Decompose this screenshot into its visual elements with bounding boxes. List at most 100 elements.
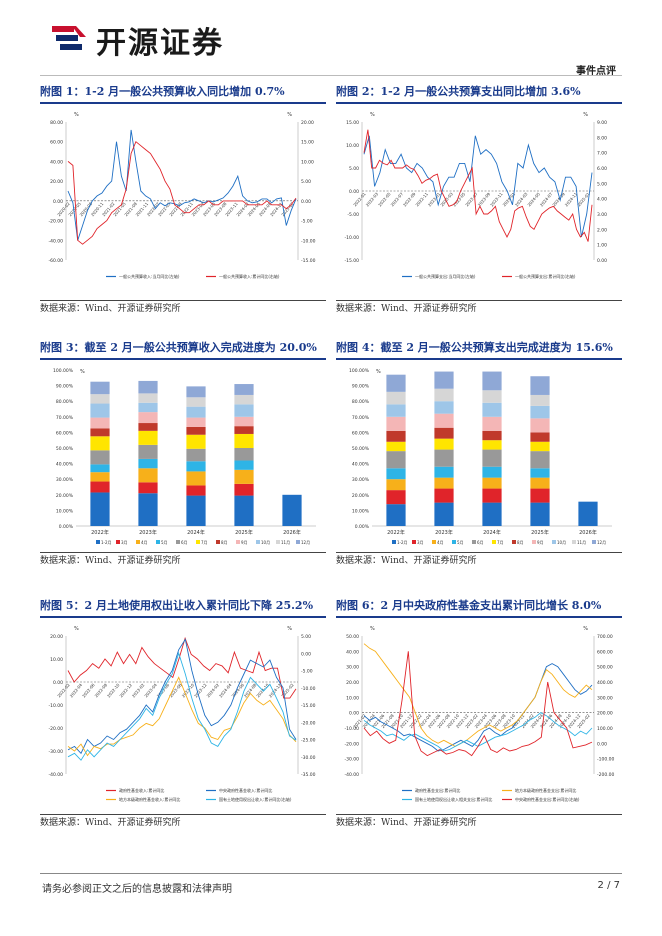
legend-label: 一般公共预算收入:当月同比(左轴) xyxy=(119,273,180,279)
bar-segment xyxy=(234,495,254,526)
unit-label: % xyxy=(376,369,381,375)
series-line-2 xyxy=(67,140,297,245)
category-label: 2026年 xyxy=(283,529,301,536)
legend-label: 政府性基金支出:累计同比 xyxy=(415,787,460,793)
bar-segment xyxy=(482,416,502,431)
right-tick-label: 4.00 xyxy=(597,197,607,203)
legend-swatch xyxy=(136,540,140,544)
right-tick-label: 0.00 xyxy=(597,258,607,264)
left-tick-label: 30.00 xyxy=(346,665,359,671)
series-line-2 xyxy=(67,638,297,755)
figure-panel-6: 附图 6：2 月中央政府性基金支出累计同比增长 8.0% %% 50.00 40.0… xyxy=(336,596,622,832)
right-tick-label: 3.00 xyxy=(597,212,607,218)
figure-panel-2: 附图 2：1-2 月一般公共预算支出同比增加 3.6% %% 15.00 10.00… xyxy=(336,82,622,318)
legend-label: 1-2月 xyxy=(101,540,112,545)
series-line-1 xyxy=(363,135,593,238)
right-tick-label: 9.00 xyxy=(597,120,607,126)
left-tick-label: 40.00 xyxy=(50,159,63,165)
bar-segment xyxy=(530,451,550,469)
bar-segment xyxy=(138,444,158,459)
y-tick-label: 80.00% xyxy=(56,399,74,405)
right-tick-label: 1.00 xyxy=(597,243,607,249)
category-label: 2024年 xyxy=(187,529,205,536)
unit-label: % xyxy=(80,369,85,375)
legend-swatch xyxy=(572,540,576,544)
right-tick-label: -5.00 xyxy=(301,669,313,675)
legend-label: 7月 xyxy=(497,540,504,545)
bar-segment xyxy=(186,434,206,449)
legend-swatch xyxy=(512,540,516,544)
page-number: 2 / 7 xyxy=(597,880,620,891)
bar-segment xyxy=(386,479,406,491)
left-tick-label: 50.00 xyxy=(346,634,359,640)
y-tick-label: 20.00% xyxy=(352,493,370,499)
y-tick-label: 0.00% xyxy=(59,524,74,530)
bar-segment xyxy=(186,426,206,435)
bar-segment xyxy=(386,430,406,442)
figure-title-5: 附图 5：2 月土地使用权出让收入累计同比下降 25.2% xyxy=(40,596,326,618)
y-tick-label: 90.00% xyxy=(56,384,74,390)
bar-segment xyxy=(234,433,254,448)
legend-label: 中央政府性基金收入:累计同比 xyxy=(219,787,272,793)
bar-segment xyxy=(138,393,158,403)
category-label: 2024年 xyxy=(483,529,501,536)
figure-title-3: 附图 3：截至 2 月一般公共预算收入完成进度为 20.0% xyxy=(40,338,326,360)
bar-segment xyxy=(234,404,254,417)
legend-swatch xyxy=(452,540,456,544)
bar-segment xyxy=(90,436,110,451)
y-tick-label: 90.00% xyxy=(352,384,370,390)
bar-segment xyxy=(138,402,158,413)
figure-chart-5: % % 20.00 10.00 0.00 -10.00 -20.00 -30.00 -40.00… xyxy=(48,626,316,802)
bar-segment xyxy=(530,488,550,503)
legend-label: 11月 xyxy=(281,540,290,545)
category-label: 2025年 xyxy=(235,529,253,536)
bar-segment xyxy=(90,464,110,473)
right-unit-label: % xyxy=(583,626,588,632)
legend-label: 7月 xyxy=(201,540,208,545)
legend-swatch xyxy=(216,540,220,544)
bar-segment xyxy=(186,406,206,418)
legend-swatch xyxy=(552,540,556,544)
bar-segment xyxy=(186,386,206,398)
bar-segment xyxy=(386,441,406,452)
bar-segment xyxy=(138,493,158,526)
legend-label: 10月 xyxy=(557,540,566,545)
bar-segment xyxy=(482,390,502,403)
legend-swatch xyxy=(532,540,536,544)
bar-segment xyxy=(138,430,158,445)
figure-rule-2 xyxy=(336,300,622,301)
category-label: 2022年 xyxy=(91,529,109,536)
bar-segment xyxy=(482,466,502,478)
y-tick-label: 20.00% xyxy=(56,493,74,499)
bar-segment xyxy=(434,371,454,389)
left-tick-label: 0.00 xyxy=(53,680,63,686)
y-tick-label: 10.00% xyxy=(56,508,74,514)
left-tick-label: 5.00 xyxy=(349,166,359,172)
series-line-4 xyxy=(67,651,297,761)
bar-segment xyxy=(386,504,406,526)
y-tick-label: 40.00% xyxy=(56,462,74,468)
left-tick-label: 15.00 xyxy=(346,120,359,126)
bar-segment xyxy=(186,461,206,472)
left-tick-label: -40.00 xyxy=(344,772,359,778)
y-tick-label: 100.00% xyxy=(349,368,370,374)
bar-segment xyxy=(186,397,206,407)
figure-rule-6 xyxy=(336,814,622,815)
y-tick-label: 30.00% xyxy=(352,477,370,483)
right-tick-label: -10.00 xyxy=(301,686,316,692)
left-tick-label: -30.00 xyxy=(48,749,63,755)
bar-segment xyxy=(434,466,454,478)
left-tick-label: -15.00 xyxy=(344,258,359,264)
header-divider xyxy=(40,75,622,76)
category-label: 2022年 xyxy=(387,529,405,536)
y-tick-label: 30.00% xyxy=(56,477,74,483)
bar-segment xyxy=(234,460,254,470)
logo-icon xyxy=(52,26,86,50)
legend-swatch xyxy=(492,540,496,544)
category-label: 2026年 xyxy=(579,529,597,536)
legend-label: 1-2月 xyxy=(397,540,408,545)
legend-label: 一般公共预算收入:累计同比(右轴) xyxy=(219,273,280,279)
bar-segment xyxy=(482,449,502,467)
figure-panel-1: 附图 1：1-2 月一般公共预算收入同比增加 0.7% %% 80.00 60.00… xyxy=(40,82,326,318)
left-tick-label: 0.00 xyxy=(53,199,63,205)
